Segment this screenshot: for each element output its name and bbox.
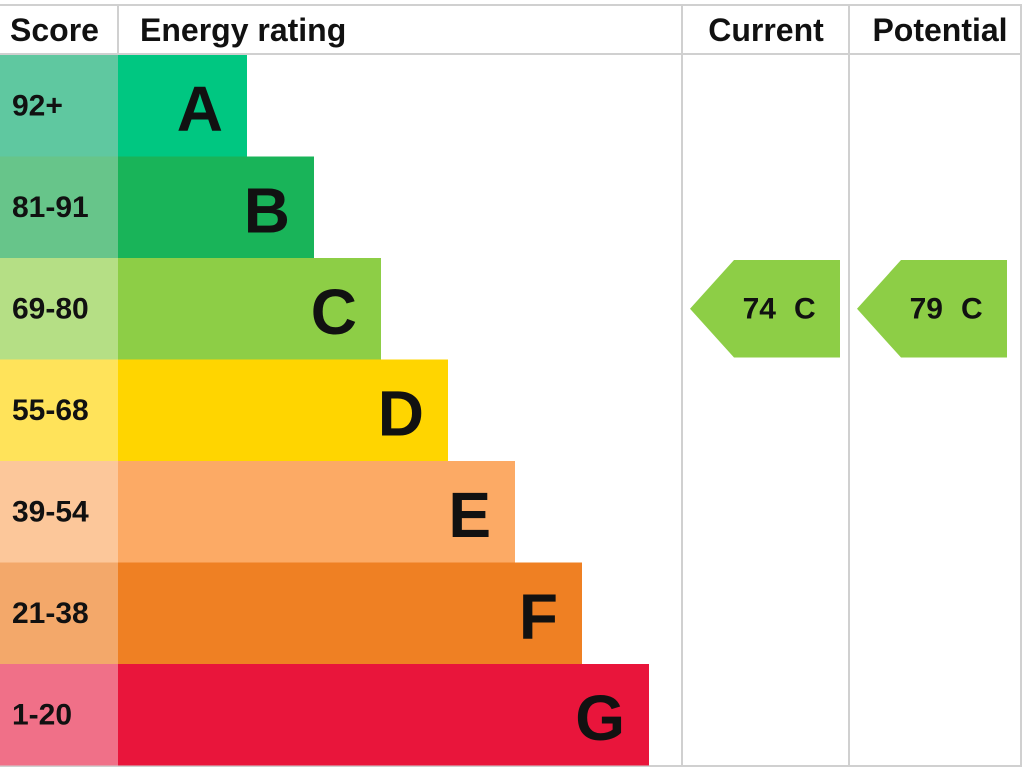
current-score: 74 xyxy=(743,292,777,325)
rating-bar xyxy=(118,258,381,360)
potential-rating: C xyxy=(961,292,983,325)
rating-letter: C xyxy=(311,276,357,348)
rating-letter: D xyxy=(378,377,424,449)
rating-letter: F xyxy=(519,580,558,652)
rating-bar xyxy=(118,562,582,664)
rating-bar xyxy=(118,156,314,258)
header-potential: Potential xyxy=(872,12,1007,48)
rating-letter: A xyxy=(177,73,223,145)
score-label: 92+ xyxy=(12,89,63,122)
score-label: 39-54 xyxy=(12,495,89,528)
header-current: Current xyxy=(708,12,824,48)
rating-letter: G xyxy=(575,682,625,754)
rating-bar xyxy=(118,664,649,766)
rating-letter: B xyxy=(244,174,290,246)
score-label: 81-91 xyxy=(12,191,89,224)
header-rating: Energy rating xyxy=(140,12,346,48)
score-label: 21-38 xyxy=(12,597,89,630)
score-label: 1-20 xyxy=(12,698,72,731)
score-label: 69-80 xyxy=(12,292,89,325)
header-score: Score xyxy=(10,12,99,48)
current-rating: C xyxy=(794,292,816,325)
potential-score: 79 xyxy=(910,292,943,325)
rating-bar xyxy=(118,461,515,563)
rating-bar xyxy=(118,55,247,157)
rating-bar xyxy=(118,359,448,461)
score-cell xyxy=(0,562,118,664)
score-cell xyxy=(0,156,118,258)
potential-arrow xyxy=(857,260,1007,358)
rating-letter: E xyxy=(448,479,491,551)
score-cell xyxy=(0,55,118,157)
score-cell xyxy=(0,664,118,766)
score-cell xyxy=(0,258,118,360)
grid xyxy=(0,4,1022,767)
score-label: 55-68 xyxy=(12,394,89,427)
current-arrow xyxy=(690,260,840,358)
score-cell xyxy=(0,461,118,563)
score-cell xyxy=(0,359,118,461)
